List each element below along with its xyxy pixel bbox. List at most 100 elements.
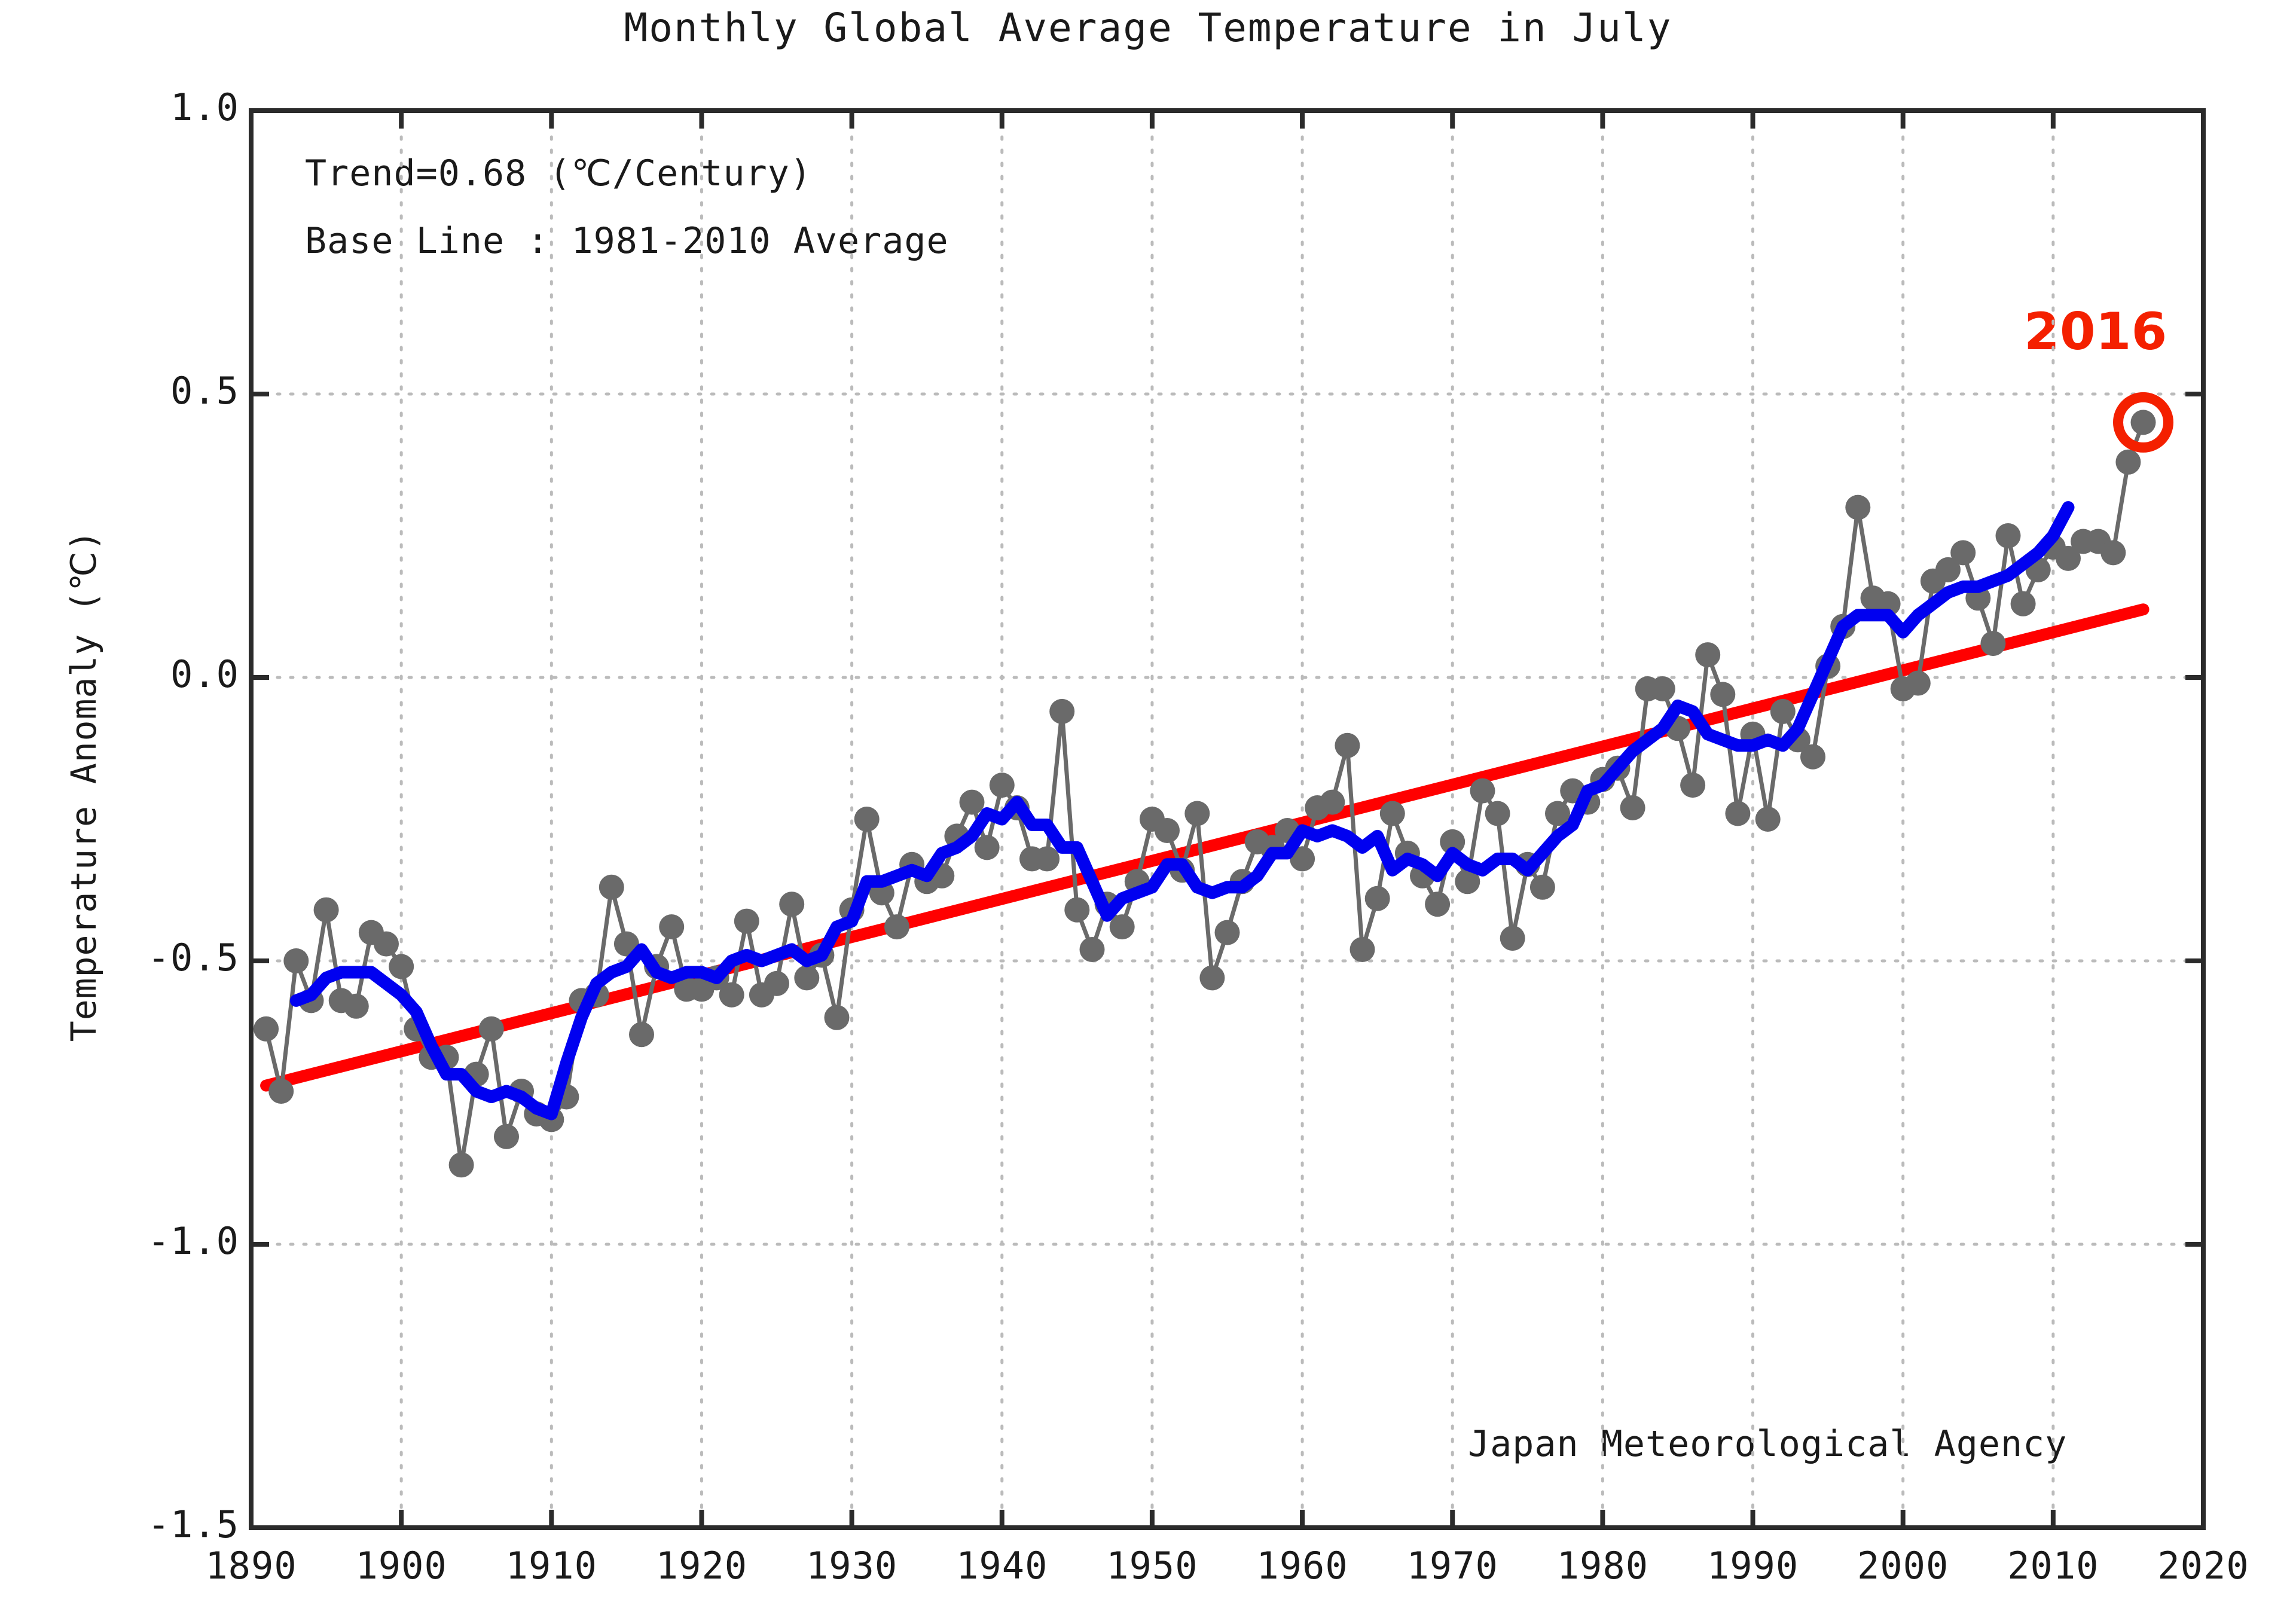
highlight-circle-icon — [2113, 392, 2173, 453]
annual-data-point — [1214, 920, 1240, 945]
highlight-marker — [2113, 392, 2173, 453]
annual-data-point — [989, 773, 1015, 798]
annual-data-point — [2100, 540, 2126, 566]
page-title: Monthly Global Average Temperature in Ju… — [624, 5, 1672, 51]
annual-data-point — [854, 807, 880, 832]
x-tick-label: 1970 — [1406, 1544, 1498, 1588]
annual-data-point — [1500, 926, 1525, 951]
annual-data-point — [1905, 670, 1931, 696]
annual-data-point — [1064, 897, 1090, 923]
annual-data-point — [2130, 410, 2156, 435]
trend-annotation: Trend=0.68 (℃/Century) — [305, 152, 812, 194]
annual-data-point — [1935, 557, 1961, 582]
annual-data-point — [494, 1124, 519, 1149]
annual-series — [254, 410, 2156, 1178]
annual-data-point — [1455, 869, 1480, 895]
annual-data-point — [1545, 801, 1570, 826]
annual-data-point — [959, 789, 985, 815]
x-tick-label: 1890 — [205, 1544, 297, 1588]
annual-data-point — [1620, 795, 1645, 820]
annual-data-point — [478, 1016, 504, 1042]
axis-frame — [249, 108, 2206, 1530]
annual-data-point — [719, 982, 744, 1008]
y-tick-label: 0.0 — [170, 652, 239, 696]
annual-data-point — [1034, 846, 1060, 872]
x-tick-label: 2020 — [2157, 1544, 2249, 1588]
smoothed-polyline — [289, 501, 2075, 1121]
annual-data-point — [2056, 545, 2081, 571]
annual-data-point — [599, 874, 624, 900]
y-tick-label: 1.0 — [170, 86, 239, 129]
annual-data-point — [1320, 789, 1345, 815]
annual-data-point — [779, 892, 805, 917]
annual-data-point — [1950, 540, 1976, 566]
annual-data-point — [1425, 892, 1451, 917]
annual-data-point — [659, 914, 685, 940]
annual-data-point — [1680, 773, 1706, 798]
annual-data-point — [1725, 801, 1751, 826]
annual-data-point — [1800, 744, 1825, 770]
y-tick-label: 0.5 — [170, 369, 239, 413]
annual-data-point — [1079, 937, 1105, 962]
annual-data-point — [2010, 591, 2036, 616]
gridlines — [249, 109, 2205, 1530]
x-tick-label: 1990 — [1706, 1544, 1799, 1588]
annual-data-point — [1995, 523, 2021, 548]
annual-data-point — [974, 835, 1000, 860]
annual-data-point — [1470, 778, 1495, 804]
annual-data-point — [1184, 801, 1210, 826]
annual-data-point — [1695, 642, 1721, 668]
annual-data-point — [254, 1016, 279, 1042]
smoothed-series — [289, 501, 2075, 1121]
annual-data-point — [1755, 807, 1781, 832]
y-tick-label: -1.5 — [147, 1503, 239, 1546]
trend-line — [260, 603, 2150, 1092]
source-attribution: Japan Meteorological Agency — [1468, 1423, 2068, 1465]
annual-data-point — [1710, 682, 1736, 707]
trend-line-path — [260, 603, 2150, 1092]
annual-data-point — [1349, 937, 1375, 962]
annual-data-point — [1770, 698, 1796, 724]
annual-data-point — [1199, 965, 1225, 991]
annual-data-point — [448, 1152, 474, 1178]
annual-data-point — [268, 1079, 294, 1104]
annual-data-point — [374, 931, 399, 957]
annual-data-point — [2115, 449, 2141, 475]
annual-data-point — [764, 970, 789, 996]
annual-data-point — [794, 965, 820, 991]
annual-data-point — [283, 948, 309, 973]
x-tick-label: 1910 — [505, 1544, 597, 1588]
annual-data-point — [1440, 829, 1465, 854]
annual-data-point — [884, 914, 909, 940]
annual-data-point — [1650, 676, 1675, 701]
annual-data-point — [629, 1022, 654, 1048]
annual-data-point — [1290, 846, 1315, 872]
annual-data-point — [343, 993, 369, 1019]
annual-data-point — [389, 954, 414, 979]
x-tick-label: 2010 — [2007, 1544, 2099, 1588]
x-tick-label: 1960 — [1256, 1544, 1348, 1588]
annual-polyline — [264, 422, 2145, 1167]
y-tick-label: -1.0 — [147, 1219, 239, 1263]
annual-data-point — [1485, 801, 1510, 826]
annual-data-point — [734, 908, 759, 934]
annual-data-point — [1379, 801, 1405, 826]
y-tick-label: -0.5 — [147, 936, 239, 979]
annual-data-point — [1364, 886, 1390, 911]
annual-data-point — [1109, 914, 1135, 940]
x-tick-label: 1980 — [1556, 1544, 1649, 1588]
x-tick-label: 1920 — [655, 1544, 748, 1588]
annual-data-point — [1980, 631, 2006, 657]
annual-data-point — [1155, 818, 1180, 843]
annual-data-point — [824, 1005, 850, 1030]
x-tick-label: 2000 — [1857, 1544, 1949, 1588]
highlight-year-label: 2016 — [2024, 302, 2167, 362]
annual-data-point — [1049, 698, 1075, 724]
annual-data-point — [1335, 732, 1360, 758]
axes-frame — [249, 108, 2206, 1530]
x-tick-label: 1950 — [1106, 1544, 1198, 1588]
baseline-annotation: Base Line : 1981-2010 Average — [305, 220, 949, 262]
annual-data-point — [313, 897, 339, 923]
